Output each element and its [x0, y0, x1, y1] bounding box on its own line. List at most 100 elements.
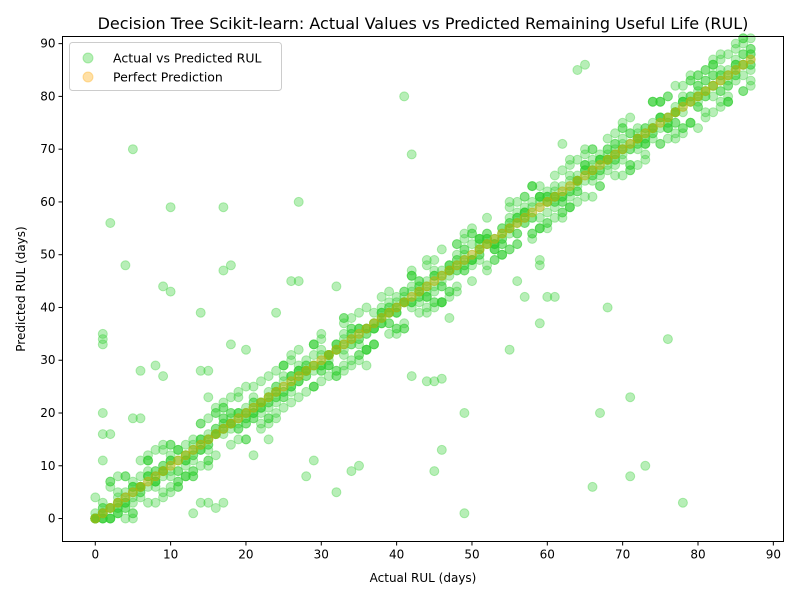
data-point	[549, 186, 560, 197]
data-point	[143, 471, 153, 482]
data-point	[97, 429, 108, 440]
data-point	[256, 397, 266, 408]
data-point	[135, 481, 146, 492]
data-point	[241, 418, 251, 429]
data-point	[730, 70, 741, 81]
data-point	[730, 65, 741, 75]
data-point	[459, 260, 470, 271]
data-point	[512, 207, 523, 218]
data-point	[647, 123, 658, 134]
data-point	[602, 302, 613, 313]
data-point	[150, 471, 161, 482]
data-point	[708, 59, 719, 70]
data-point	[745, 43, 756, 54]
data-point	[384, 307, 395, 318]
data-point	[271, 381, 282, 392]
data-point	[519, 207, 530, 218]
data-point	[263, 371, 274, 382]
data-point	[497, 228, 508, 239]
data-point	[534, 191, 545, 202]
data-point	[180, 455, 191, 466]
data-point	[406, 297, 417, 308]
y-tick-label: 80	[40, 89, 55, 103]
data-point	[497, 233, 508, 244]
data-point	[248, 397, 259, 408]
data-point	[323, 350, 334, 360]
data-point	[406, 291, 417, 302]
data-point	[549, 181, 560, 192]
legend-marker-perfect	[82, 71, 94, 83]
data-point	[210, 429, 221, 440]
data-point	[112, 503, 123, 513]
perfect-prediction-point	[150, 471, 161, 482]
data-point	[655, 138, 666, 149]
data-point	[286, 276, 297, 287]
data-point	[105, 513, 116, 524]
data-point	[120, 513, 131, 524]
data-point	[700, 86, 711, 97]
perfect-prediction-point	[112, 497, 123, 508]
data-point	[708, 80, 719, 91]
data-point	[580, 165, 590, 176]
data-point	[97, 503, 108, 513]
data-point	[346, 360, 357, 371]
data-point	[519, 202, 530, 213]
data-point	[482, 239, 492, 250]
data-point	[376, 307, 387, 318]
data-point	[391, 328, 402, 339]
data-point	[90, 513, 101, 524]
data-point	[376, 307, 387, 318]
data-point	[534, 191, 545, 202]
data-point	[241, 402, 251, 413]
data-point	[534, 255, 545, 265]
data-point	[256, 418, 266, 429]
data-point	[293, 344, 304, 355]
data-point	[640, 128, 651, 139]
perfect-prediction-point	[617, 144, 628, 155]
data-point	[105, 513, 116, 524]
perfect-prediction-point	[474, 244, 485, 255]
data-point	[595, 154, 605, 165]
data-point	[406, 270, 417, 281]
data-point	[120, 487, 131, 498]
data-point	[97, 513, 108, 524]
data-point	[143, 481, 153, 492]
data-point	[308, 381, 319, 392]
data-point	[331, 365, 342, 376]
data-point	[489, 244, 500, 255]
data-point	[225, 418, 236, 429]
data-point	[625, 160, 636, 170]
data-point	[271, 392, 282, 403]
data-point	[451, 265, 462, 276]
perfect-prediction-point	[331, 344, 342, 355]
data-point	[195, 444, 206, 455]
data-point	[602, 160, 613, 170]
perfect-prediction-point	[263, 392, 274, 403]
data-point	[474, 249, 485, 260]
data-point	[677, 80, 688, 91]
data-point	[617, 123, 628, 134]
data-point	[286, 397, 297, 408]
data-point	[316, 355, 327, 366]
data-point	[519, 212, 530, 223]
data-point	[700, 86, 711, 97]
data-point	[354, 350, 364, 360]
data-point	[617, 117, 628, 128]
data-point	[361, 344, 372, 355]
data-point	[256, 402, 266, 413]
data-point	[670, 107, 681, 118]
data-point	[293, 392, 304, 403]
data-point	[595, 149, 605, 160]
data-point	[414, 281, 425, 292]
data-point	[595, 165, 605, 176]
data-point	[655, 96, 666, 107]
data-point	[497, 249, 508, 260]
data-point	[527, 212, 538, 223]
data-point	[534, 223, 545, 234]
data-point	[369, 339, 379, 350]
data-point	[738, 49, 749, 60]
data-point	[670, 117, 681, 128]
data-point	[150, 476, 161, 487]
data-point	[233, 386, 244, 397]
data-point	[602, 154, 613, 165]
